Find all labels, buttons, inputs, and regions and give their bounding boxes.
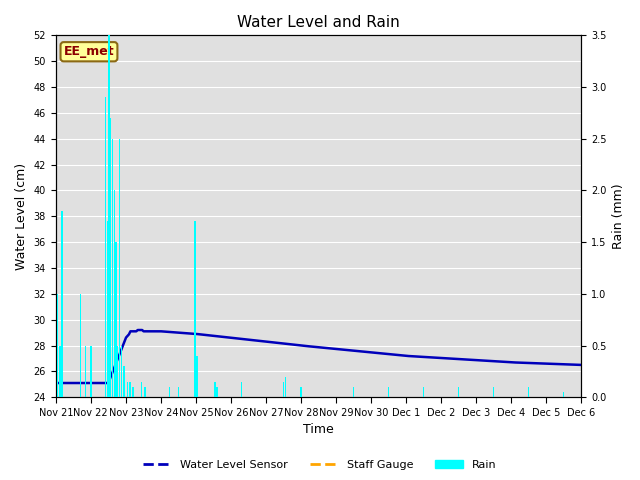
Bar bbox=[423, 387, 424, 397]
Bar bbox=[241, 382, 242, 397]
Bar bbox=[563, 392, 564, 397]
Bar bbox=[178, 387, 179, 397]
Legend: Water Level Sensor, Staff Gauge, Rain: Water Level Sensor, Staff Gauge, Rain bbox=[139, 456, 501, 474]
Bar bbox=[132, 387, 134, 397]
Bar bbox=[79, 294, 81, 397]
Bar bbox=[285, 376, 286, 397]
Bar bbox=[129, 382, 131, 397]
Bar bbox=[141, 382, 142, 397]
Bar bbox=[61, 211, 63, 397]
Y-axis label: Rain (mm): Rain (mm) bbox=[612, 183, 625, 249]
Bar bbox=[127, 382, 128, 397]
Bar bbox=[112, 139, 113, 397]
Bar bbox=[283, 382, 284, 397]
X-axis label: Time: Time bbox=[303, 423, 334, 436]
Bar bbox=[107, 221, 108, 397]
Bar bbox=[119, 139, 120, 397]
Text: EE_met: EE_met bbox=[63, 45, 115, 58]
Bar bbox=[57, 294, 58, 397]
Bar bbox=[528, 387, 529, 397]
Bar bbox=[145, 387, 146, 397]
Bar bbox=[110, 118, 111, 397]
Bar bbox=[108, 36, 109, 397]
Bar bbox=[85, 346, 86, 397]
Bar bbox=[216, 387, 218, 397]
Bar bbox=[105, 97, 106, 397]
Bar bbox=[124, 366, 125, 397]
Bar bbox=[458, 387, 460, 397]
Bar bbox=[117, 346, 118, 397]
Bar bbox=[194, 221, 196, 397]
Bar bbox=[169, 387, 170, 397]
Bar bbox=[196, 356, 198, 397]
Y-axis label: Water Level (cm): Water Level (cm) bbox=[15, 163, 28, 270]
Bar bbox=[300, 387, 301, 397]
Bar bbox=[115, 242, 116, 397]
Bar bbox=[90, 346, 92, 397]
Bar bbox=[353, 387, 354, 397]
Bar bbox=[493, 387, 494, 397]
Bar bbox=[214, 382, 216, 397]
Bar bbox=[120, 346, 122, 397]
Bar bbox=[113, 191, 115, 397]
Bar bbox=[60, 346, 61, 397]
Title: Water Level and Rain: Water Level and Rain bbox=[237, 15, 400, 30]
Bar bbox=[388, 387, 389, 397]
